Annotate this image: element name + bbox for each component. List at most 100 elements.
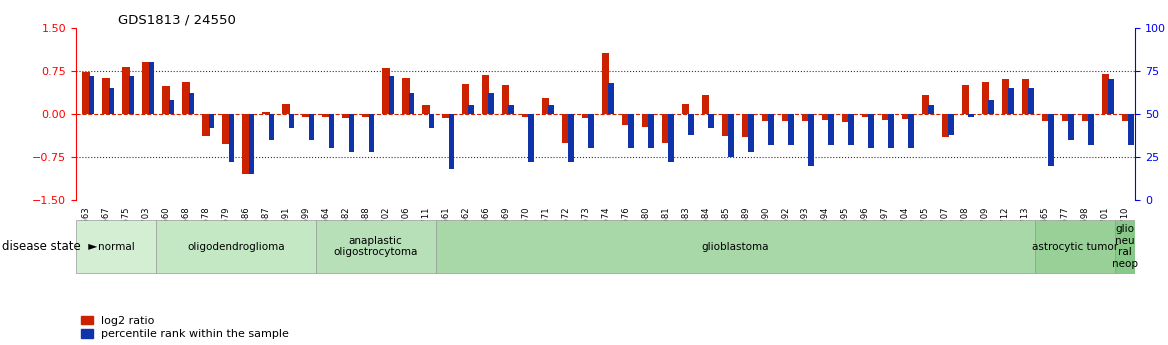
- Bar: [1121, 114, 1129, 121]
- Bar: [322, 114, 329, 117]
- Bar: [402, 78, 410, 114]
- Bar: [1022, 79, 1029, 114]
- Bar: [1028, 88, 1034, 114]
- Bar: [868, 114, 874, 148]
- Bar: [348, 114, 354, 152]
- Text: oligodendroglioma: oligodendroglioma: [187, 242, 285, 252]
- Bar: [848, 114, 854, 145]
- Bar: [436, 220, 1035, 273]
- Bar: [549, 105, 554, 114]
- Bar: [288, 114, 294, 128]
- Bar: [628, 114, 634, 148]
- Bar: [281, 104, 290, 114]
- Bar: [668, 114, 674, 162]
- Bar: [828, 114, 834, 145]
- Bar: [961, 85, 969, 114]
- Bar: [369, 114, 374, 152]
- Text: GDS1813 / 24550: GDS1813 / 24550: [118, 13, 236, 27]
- Bar: [148, 62, 154, 114]
- Bar: [222, 114, 230, 144]
- Bar: [76, 220, 155, 273]
- Bar: [362, 114, 369, 117]
- Bar: [1042, 114, 1049, 121]
- Bar: [89, 76, 95, 114]
- Legend: log2 ratio, percentile rank within the sample: log2 ratio, percentile rank within the s…: [82, 316, 290, 339]
- Bar: [729, 114, 734, 157]
- Bar: [1101, 73, 1110, 114]
- Bar: [528, 114, 534, 162]
- Bar: [808, 114, 814, 166]
- Bar: [941, 114, 950, 137]
- Text: astrocytic tumor: astrocytic tumor: [1033, 242, 1119, 252]
- Bar: [382, 68, 390, 114]
- Bar: [589, 114, 595, 148]
- Bar: [842, 114, 849, 122]
- Bar: [562, 114, 570, 142]
- Bar: [442, 114, 450, 118]
- Bar: [888, 114, 894, 148]
- Bar: [82, 72, 90, 114]
- Bar: [468, 105, 474, 114]
- Bar: [1068, 114, 1073, 140]
- Bar: [168, 100, 174, 114]
- Bar: [929, 105, 933, 114]
- Bar: [1035, 220, 1115, 273]
- Bar: [1008, 88, 1014, 114]
- Bar: [882, 114, 889, 120]
- Bar: [968, 114, 974, 117]
- Bar: [522, 114, 529, 117]
- Bar: [542, 98, 549, 114]
- Text: anaplastic
oligostrocytoma: anaplastic oligostrocytoma: [334, 236, 418, 257]
- Bar: [128, 76, 134, 114]
- Bar: [409, 93, 415, 114]
- Bar: [429, 114, 434, 128]
- Bar: [749, 114, 753, 152]
- Bar: [488, 93, 494, 114]
- Bar: [682, 104, 689, 114]
- Bar: [662, 114, 669, 142]
- Bar: [461, 84, 470, 114]
- Bar: [262, 112, 270, 114]
- Bar: [229, 114, 235, 162]
- Bar: [1048, 114, 1054, 166]
- Bar: [862, 114, 869, 117]
- Bar: [328, 114, 334, 148]
- Bar: [342, 114, 349, 118]
- Bar: [1062, 114, 1069, 121]
- Bar: [981, 82, 989, 114]
- Bar: [1115, 220, 1135, 273]
- Bar: [769, 114, 774, 145]
- Bar: [708, 114, 714, 128]
- Bar: [922, 96, 930, 114]
- Bar: [422, 105, 430, 114]
- Bar: [909, 114, 913, 148]
- Text: disease state  ►: disease state ►: [2, 240, 98, 253]
- Bar: [308, 114, 314, 140]
- Bar: [821, 114, 829, 120]
- Bar: [242, 114, 250, 174]
- Bar: [142, 62, 150, 114]
- Bar: [702, 96, 709, 114]
- Bar: [1089, 114, 1093, 145]
- Bar: [781, 114, 790, 121]
- Text: normal: normal: [97, 242, 134, 252]
- Bar: [582, 114, 590, 118]
- Bar: [202, 114, 209, 136]
- Bar: [762, 114, 770, 121]
- Bar: [688, 114, 694, 135]
- Bar: [508, 105, 514, 114]
- Bar: [269, 114, 274, 140]
- Bar: [189, 93, 194, 114]
- Bar: [988, 100, 994, 114]
- Bar: [609, 83, 614, 114]
- Bar: [389, 76, 394, 114]
- Text: glioblastoma: glioblastoma: [702, 242, 770, 252]
- Bar: [902, 114, 909, 119]
- Bar: [315, 220, 436, 273]
- Bar: [948, 114, 954, 135]
- Text: glio
neu
ral
neop: glio neu ral neop: [1112, 224, 1139, 269]
- Bar: [801, 114, 809, 121]
- Bar: [602, 53, 610, 114]
- Bar: [209, 114, 214, 128]
- Bar: [1082, 114, 1089, 121]
